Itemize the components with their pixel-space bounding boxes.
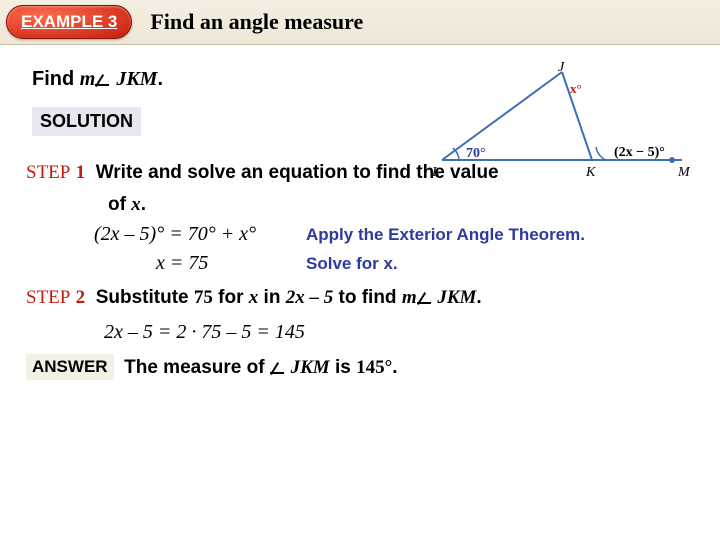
label-70: 70° — [466, 146, 486, 161]
answer-jkm: JKM — [286, 357, 330, 378]
step2-period: . — [476, 287, 481, 308]
step2-tag: STEP — [26, 287, 70, 308]
example-badge: EXAMPLE 3 — [6, 5, 132, 39]
label-ext: (2x − 5)° — [614, 145, 665, 160]
step-2: STEP 2 Substitute 75 for x in 2x – 5 to … — [26, 285, 696, 311]
step2-jkm: JKM — [433, 287, 477, 308]
calc-line: 2x – 5 = 2 · 75 – 5 = 145 — [104, 321, 696, 344]
step2-expr: 2x – 5 — [286, 287, 334, 308]
page-title: Find an angle measure — [150, 9, 363, 35]
step1-tag: STEP — [26, 162, 70, 183]
answer-period: . — [392, 357, 397, 378]
step2-m: m — [402, 287, 417, 308]
step1-period: . — [141, 194, 146, 215]
equation-1: (2x – 5)° = 70° + x° Apply the Exterior … — [94, 223, 696, 246]
step2-x1: x — [249, 287, 259, 308]
eq2-reason: Solve for x. — [306, 254, 398, 274]
label-x: x° — [570, 81, 582, 96]
prompt-prefix: Find — [32, 68, 80, 90]
step-1-cont: of x. — [108, 192, 696, 218]
prompt-m: m — [80, 68, 96, 90]
step1-text-b: of — [108, 194, 131, 215]
step2-tofind: to find — [333, 287, 402, 308]
answer-line: ANSWER The measure of JKM is 145°. — [26, 354, 696, 380]
eq2-lhs: x = 75 — [156, 252, 294, 275]
triangle-diagram: J x° 70° (2x − 5)° L K M — [422, 60, 702, 180]
angle-icon-3 — [270, 360, 286, 374]
eq1-reason: Apply the Exterior Angle Theorem. — [306, 225, 585, 245]
content-area: Find m JKM. SOLUTION J x° 70° (2x − 5)° … — [0, 52, 720, 540]
equation-2: x = 75 Solve for x. — [156, 252, 696, 275]
step2-75: 75 — [194, 287, 213, 308]
solution-label: SOLUTION — [32, 107, 141, 136]
step1-num: 1 — [76, 162, 86, 183]
header-band: EXAMPLE 3 Find an angle measure — [0, 0, 720, 45]
angle-icon-2 — [417, 290, 433, 304]
step1-x: x — [131, 194, 141, 215]
step2-for: for — [213, 287, 249, 308]
angle-icon — [95, 72, 111, 86]
answer-is: is — [330, 357, 356, 378]
step2-a: Substitute — [96, 287, 194, 308]
step2-num: 2 — [76, 287, 86, 308]
prompt-jkm: JKM — [111, 68, 157, 90]
answer-a: The measure of — [124, 357, 270, 378]
answer-label: ANSWER — [26, 354, 114, 380]
prompt-period: . — [157, 68, 163, 90]
label-K: K — [585, 165, 596, 180]
label-L: L — [431, 165, 440, 180]
answer-val: 145° — [356, 357, 392, 378]
label-J: J — [558, 60, 565, 75]
label-M: M — [677, 165, 691, 180]
eq2-reason-text: Solve for x. — [306, 254, 398, 273]
step2-in: in — [258, 287, 285, 308]
eq1-lhs: (2x – 5)° = 70° + x° — [94, 223, 294, 246]
